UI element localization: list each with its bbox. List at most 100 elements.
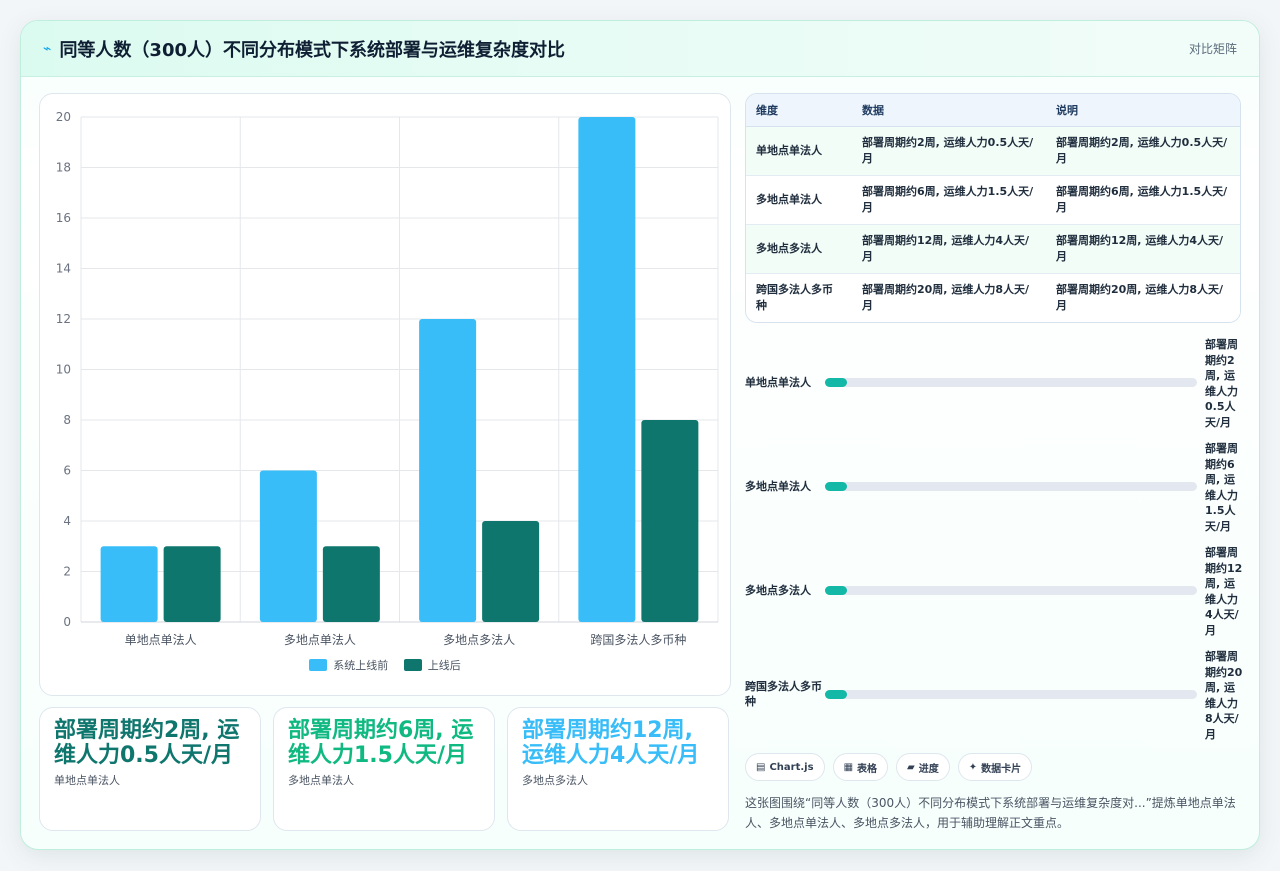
sparkle-icon: ✦ [968, 761, 978, 773]
table-row: 跨国多法人多币种 部署周期约20周, 运维人力8人天/月 部署周期约20周, 运… [746, 273, 1240, 322]
table-cell: 部署周期约20周, 运维人力8人天/月 [862, 282, 1029, 312]
chip-label: 数据卡片 [981, 763, 1022, 775]
stat-value: 部署周期约6周, 运维人力1.5人天/月 [288, 718, 474, 768]
table-cell: 部署周期约2周, 运维人力0.5人天/月 [1046, 126, 1240, 176]
chip-label: Chart.js [769, 761, 814, 773]
table-cell: 部署周期约2周, 运维人力0.5人天/月 [852, 126, 1046, 176]
x-tick-label: 单地点单法人 [125, 633, 197, 647]
bar-chart: 0 2 4 6 8 10 12 14 16 18 20 单地点单法人 多地点单法人 多地点多法人 跨国多法人… [39, 93, 731, 696]
y-tick-label: 10 [56, 363, 71, 377]
table-cell: 部署周期约12周, 运维人力4人天/月 [1046, 224, 1240, 274]
legend-swatch-before [309, 659, 328, 671]
stat-label: 多地点单法人 [288, 774, 354, 787]
chart-legend: 系统上线前 上线后 [40, 657, 730, 674]
bar [259, 470, 317, 622]
bar [419, 319, 477, 622]
table-row: 多地点多法人 部署周期约12周, 运维人力4人天/月 部署周期约12周, 运维人… [746, 224, 1240, 274]
y-tick-label: 0 [63, 615, 71, 629]
x-tick-label: 多地点多法人 [443, 633, 515, 647]
stat-card-2: 部署周期约6周, 运维人力1.5人天/月 多地点单法人 [273, 707, 495, 831]
table-cell: 单地点单法人 [746, 126, 852, 176]
stat-card-3: 部署周期约12周, 运维人力4人天/月 多地点多法人 [507, 707, 729, 831]
progress-fill [825, 690, 848, 699]
chip-label: 进度 [918, 763, 939, 775]
chip-table[interactable]: ▦ 表格 [832, 753, 889, 781]
progress-track [825, 690, 1197, 699]
y-tick-label: 20 [56, 110, 71, 124]
y-tick-label: 18 [56, 161, 71, 175]
progress-value: 部署周期约6周, 运维人力1.5人天/月 [1205, 442, 1238, 533]
progress-track [825, 482, 1197, 491]
x-tick-label: 多地点单法人 [284, 633, 356, 647]
chart-canvas: 0 2 4 6 8 10 12 14 16 18 20 单地点单法人 多地点单法人 多地点多法人 跨国多法人… [56, 110, 719, 647]
table-cell: 多地点多法人 [746, 224, 852, 274]
progress-fill [825, 586, 848, 595]
y-tick-label: 16 [56, 211, 71, 225]
chip-data-card[interactable]: ✦ 数据卡片 [957, 753, 1033, 781]
progress-value: 部署周期约20周, 运维人力8人天/月 [1205, 650, 1243, 741]
bar [163, 546, 221, 622]
chart-note: 这张图围绕“同等人数（300人）不同分布模式下系统部署与运维复杂度对...”提炼… [745, 796, 1236, 830]
pulse-icon: ⌁ [43, 40, 52, 57]
page-title: 同等人数（300人）不同分布模式下系统部署与运维复杂度对比 [59, 39, 566, 61]
bar [100, 546, 158, 622]
legend-label-before: 系统上线前 [333, 659, 389, 672]
table-cell: 部署周期约20周, 运维人力8人天/月 [1056, 282, 1223, 312]
table-header-row: 维度 数据 说明 [746, 94, 1240, 127]
bar [578, 117, 636, 622]
progress-value: 部署周期约12周, 运维人力4人天/月 [1205, 546, 1243, 637]
y-tick-label: 4 [63, 514, 71, 528]
progress-row: 跨国多法人多币种 部署周期约20周, 运维人力8人天/月 [745, 647, 1242, 747]
main-card: ⌁ 同等人数（300人）不同分布模式下系统部署与运维复杂度对比 对比矩阵 0 2 4… [20, 20, 1260, 850]
chip-label: 表格 [857, 763, 878, 775]
legend-item-before[interactable]: 系统上线前 [309, 657, 388, 673]
progress-fill [825, 482, 848, 491]
table-cell: 部署周期约12周, 运维人力4人天/月 [852, 224, 1046, 274]
legend-swatch-after [403, 659, 422, 671]
table-cell: 多地点单法人 [746, 175, 852, 225]
header-tag: 对比矩阵 [1188, 42, 1237, 56]
stat-label: 多地点多法人 [522, 774, 588, 787]
legend-item-after[interactable]: 上线后 [403, 657, 461, 673]
stat-card-1: 部署周期约2周, 运维人力0.5人天/月 单地点单法人 [39, 707, 261, 831]
table-cell: 部署周期约6周, 运维人力1.5人天/月 [1046, 175, 1240, 225]
chip-chartjs[interactable]: ▤ Chart.js [745, 753, 825, 781]
stat-value: 部署周期约2周, 运维人力0.5人天/月 [54, 718, 240, 768]
feature-chips: ▤ Chart.js ▦ 表格 ▰ 进度 ✦ 数据卡片 [745, 753, 1033, 781]
legend-label-after: 上线后 [427, 659, 461, 672]
progress-row: 多地点多法人 部署周期约12周, 运维人力4人天/月 [745, 543, 1242, 643]
progress-value: 部署周期约2周, 运维人力0.5人天/月 [1205, 338, 1238, 429]
table-row: 单地点单法人 部署周期约2周, 运维人力0.5人天/月 部署周期约2周, 运维人… [746, 126, 1240, 176]
table-icon: ▦ [843, 761, 854, 773]
table-row: 多地点单法人 部署周期约6周, 运维人力1.5人天/月 部署周期约6周, 运维人… [746, 175, 1240, 225]
comparison-table: 维度 数据 说明 单地点单法人 部署周期约2周, 运维人力0.5人天/月 部署周… [745, 93, 1241, 323]
table-cell: 部署周期约6周, 运维人力1.5人天/月 [852, 175, 1046, 225]
header: ⌁ 同等人数（300人）不同分布模式下系统部署与运维复杂度对比 对比矩阵 [21, 21, 1259, 77]
table-cell: 跨国多法人多币种 [756, 282, 833, 312]
progress-row: 单地点单法人 部署周期约2周, 运维人力0.5人天/月 [745, 335, 1241, 435]
progress-fill [825, 378, 848, 387]
progress-label: 单地点单法人 [745, 376, 811, 389]
progress-icon: ▰ [907, 761, 915, 773]
y-tick-label: 8 [63, 413, 71, 427]
progress-track [825, 378, 1197, 387]
y-tick-label: 6 [63, 464, 71, 478]
bar [322, 546, 380, 622]
progress-label: 跨国多法人多币种 [745, 680, 822, 708]
progress-track [825, 586, 1197, 595]
stat-value: 部署周期约12周, 运维人力4人天/月 [522, 718, 700, 768]
column-header: 维度 [746, 94, 852, 127]
progress-label: 多地点多法人 [745, 584, 811, 597]
progress-label: 多地点单法人 [745, 480, 811, 493]
x-tick-label: 跨国多法人多币种 [590, 633, 686, 647]
bar [482, 521, 540, 622]
y-tick-label: 12 [56, 312, 71, 326]
y-tick-label: 14 [56, 262, 71, 276]
progress-row: 多地点单法人 部署周期约6周, 运维人力1.5人天/月 [745, 439, 1241, 539]
column-header: 说明 [1046, 94, 1240, 127]
column-header: 数据 [852, 94, 1046, 127]
y-tick-label: 2 [63, 565, 71, 579]
chart-icon: ▤ [756, 761, 766, 773]
chip-progress[interactable]: ▰ 进度 [896, 753, 950, 781]
stat-label: 单地点单法人 [54, 774, 120, 787]
